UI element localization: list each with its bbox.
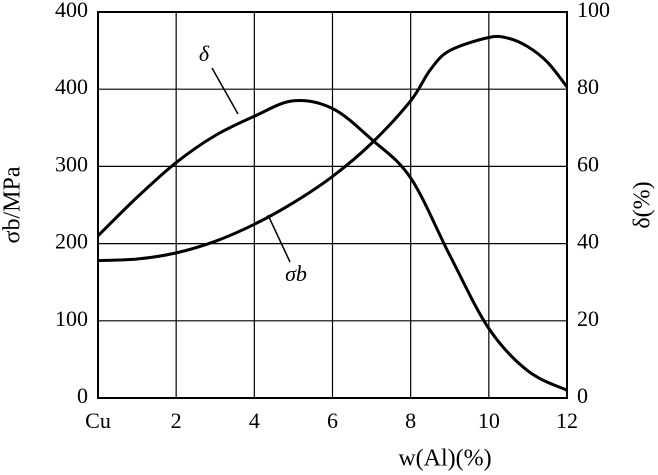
y2-axis-title: δ(%) — [630, 181, 656, 228]
y2-tick-label: 60 — [577, 151, 599, 176]
x-tick-label: 10 — [478, 408, 500, 433]
y-tick-label: 400 — [55, 74, 88, 99]
line-series — [97, 34, 569, 263]
x-tick-label: 4 — [249, 408, 260, 433]
y-tick-label: 100 — [55, 306, 88, 331]
y-tick-label: 200 — [55, 229, 88, 254]
y-tick-label: 0 — [77, 383, 88, 408]
x-axis-title: w(Al)(%) — [398, 446, 491, 472]
plot-frame — [97, 11, 568, 399]
y-tick-label: 400 — [55, 0, 88, 22]
y2-tick-label: 100 — [577, 0, 610, 22]
y2-tick-label: 20 — [577, 306, 599, 331]
x-tick-label: 8 — [405, 408, 416, 433]
x-tick-label: 6 — [327, 408, 338, 433]
y-tick-label: 300 — [55, 151, 88, 176]
x-tick-label: 2 — [171, 408, 182, 433]
annotation: δ — [199, 41, 210, 66]
y2-tick-label: 0 — [577, 383, 588, 408]
y-axis-title: σb/MPa — [0, 166, 26, 243]
annotation-leader — [267, 214, 291, 263]
annotation: σb — [285, 261, 307, 286]
x-tick-label: 12 — [556, 408, 578, 433]
annotation-leader — [211, 67, 239, 115]
y2-tick-label: 40 — [577, 229, 599, 254]
line-series — [96, 98, 568, 392]
x-tick-label: Cu — [85, 408, 111, 433]
y2-tick-label: 80 — [577, 74, 599, 99]
